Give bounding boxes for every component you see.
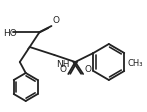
Polygon shape: [27, 48, 30, 53]
Text: O: O: [84, 64, 91, 73]
Text: O: O: [59, 64, 66, 73]
Text: HO: HO: [3, 28, 17, 37]
Text: CH₃: CH₃: [128, 58, 143, 67]
Text: O: O: [52, 16, 59, 25]
Text: NH: NH: [56, 59, 70, 68]
